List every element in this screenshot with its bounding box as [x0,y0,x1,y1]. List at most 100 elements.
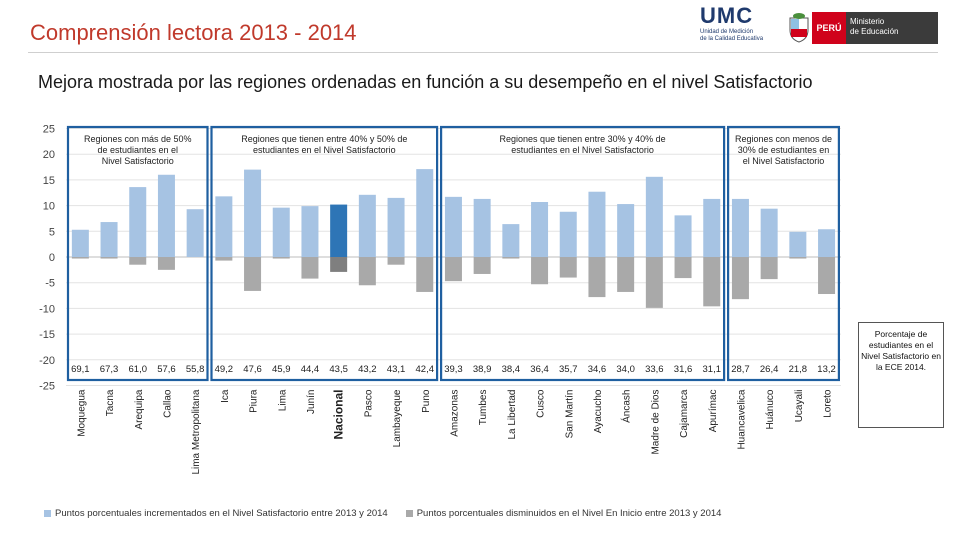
bar-decrease [789,257,807,259]
satisfactorio-value-label: 28,7 [731,364,750,375]
group-label: estudiantes en el Nivel Satisfactorio [511,145,654,155]
satisfactorio-value-label: 43,5 [329,364,348,375]
bar-decrease [703,257,721,307]
peru-coat-of-arms-icon [789,13,809,43]
bar-increase [703,198,721,257]
satisfactorio-value-label: 31,6 [674,364,693,375]
satisfactorio-value-label: 67,3 [100,364,119,375]
satisfactorio-value-label: 34,6 [588,364,607,375]
group-label: el Nivel Satisfactorio [743,156,825,166]
satisfactorio-value-label: 44,4 [301,364,320,375]
bar-decrease [129,257,147,265]
x-tick-label: Amazonas [449,390,460,437]
bar-chart: 25 20 15 10 5 0 -5 -10 -15 -20 -25 69,1 Moquegua 67,3… [39,124,841,475]
bar-decrease [674,257,692,279]
x-tick-label: Apurímac [708,390,719,433]
y-tick-label: -5 [45,278,55,290]
peru-logo-text: PERÚ [812,12,846,44]
legend-label-increase: Puntos porcentuales incrementados en el … [55,508,388,519]
satisfactorio-value-label: 38,4 [502,364,521,375]
satisfactorio-value-label: 33,6 [645,364,664,375]
bar-decrease [444,257,462,282]
satisfactorio-value-label: 39,3 [444,364,463,375]
group-label: 30% de estudiantes en [738,145,830,155]
y-tick-label: 0 [49,252,55,264]
bar-decrease [818,257,836,295]
x-tick-label: Piura [249,389,260,413]
y-tick-label: -15 [39,329,55,341]
legend-swatch-increase [44,509,51,517]
chart-subtitle: Mejora mostrada por las regiones ordenad… [38,72,813,92]
satisfactorio-value-label: 13,2 [817,364,836,375]
bar-increase [71,229,89,257]
x-tick-label: Huánuco [765,389,776,429]
bar-decrease [330,257,348,272]
satisfactorio-value-label: 35,7 [559,364,578,375]
bar-increase [129,187,147,257]
bar-increase [358,194,376,257]
bar-increase [818,229,836,257]
bar-decrease [244,257,262,291]
bar-decrease [272,257,290,259]
note-box: Porcentaje de estudiantes en el Nivel Sa… [858,322,944,428]
bar-increase [244,169,262,257]
bar-decrease [157,257,175,270]
bar-increase [330,204,348,257]
chart-legend: Puntos porcentuales incrementados en el … [44,508,721,519]
satisfactorio-value-label: 49,2 [215,364,234,375]
bar-decrease [617,257,635,292]
bar-decrease [215,257,233,261]
bar-increase [387,197,405,257]
bar-decrease [387,257,405,265]
x-tick-label: Puno [421,389,432,413]
header-divider [28,52,938,53]
bar-increase [731,198,749,257]
group-box [440,125,726,382]
group-label: Regiones que tienen entre 30% y 40% de [500,134,666,144]
satisfactorio-value-label: 47,6 [243,364,262,375]
umc-logo-text: UMC [700,3,754,28]
x-tick-label: Arequipa [134,389,145,429]
satisfactorio-value-label: 57,6 [157,364,176,375]
x-tick-label: Tumbes [478,390,489,426]
bar-decrease [531,257,549,285]
ministerio-logo-text1: Ministerio [850,17,885,26]
bar-decrease [731,257,749,300]
group-label: Nivel Satisfactorio [102,156,174,166]
satisfactorio-value-label: 38,9 [473,364,492,375]
group-label: Regiones con menos de [735,134,832,144]
x-tick-label: Tacna [105,389,116,416]
x-tick-label: Lambayeque [392,389,403,447]
bar-increase [531,202,549,257]
x-tick-label: Lima Metropolitana [191,389,202,474]
bar-increase [157,174,175,257]
x-tick-label: Callao [162,389,173,418]
satisfactorio-value-label: 26,4 [760,364,779,375]
bar-decrease [100,257,118,259]
x-tick-label: Madre de Dios [650,390,661,455]
x-tick-label: Ucayali [794,390,805,423]
legend-item-decrease: Puntos porcentuales disminuidos en el Ni… [405,508,721,519]
bar-increase [100,222,118,257]
bar-decrease [588,257,606,298]
group-label: estudiantes en el Nivel Satisfactorio [253,145,396,155]
satisfactorio-value-label: 55,8 [186,364,205,375]
bar-decrease [416,257,434,292]
y-tick-label: 10 [43,201,55,213]
x-tick-label: Ica [220,389,231,403]
x-tick-label: Áncash [620,390,633,423]
group-box [210,125,439,382]
bar-increase [674,215,692,257]
legend-swatch-decrease [405,509,413,517]
satisfactorio-value-label: 43,2 [358,364,377,375]
x-tick-label: Loreto [823,389,834,418]
bar-decrease [559,257,577,278]
satisfactorio-value-label: 43,1 [387,364,406,375]
group-box [726,125,840,382]
x-tick-label: San Martín [564,390,575,439]
bar-increase [272,207,290,257]
minedu-logo: PERÚ Ministerio de Educación [812,12,938,44]
bar-decrease [301,257,319,279]
x-tick-label: Nacional [332,390,346,440]
group-label: Regiones con más de 50% [84,134,192,144]
